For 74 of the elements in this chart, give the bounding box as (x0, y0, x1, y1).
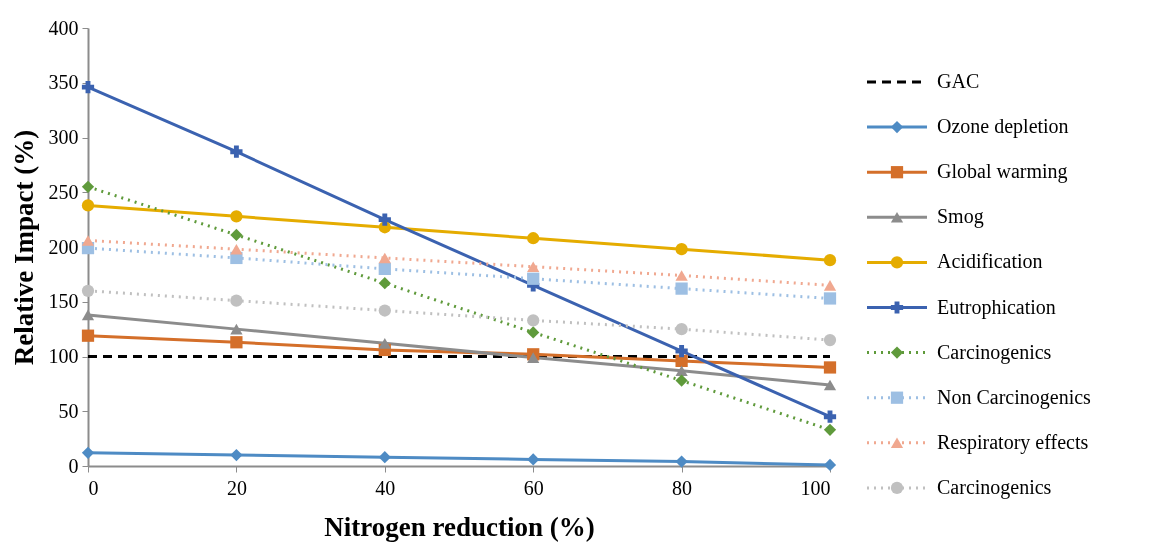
point (823, 423, 837, 436)
y-axis-title: Relative Impact (%) (8, 129, 39, 366)
point (675, 344, 688, 358)
x-tick-label: 20 (226, 476, 247, 499)
legend-label: Ozone depletion (937, 115, 1069, 139)
y-tick-label: 200 (48, 235, 79, 258)
point (230, 243, 243, 255)
point (675, 270, 688, 281)
point (823, 410, 837, 423)
point (230, 210, 243, 223)
legend-label: GAC (937, 70, 980, 92)
point (230, 336, 243, 349)
x-axis-title: Nitrogen reduction (%) (324, 511, 595, 542)
y-tick-label: 300 (48, 126, 79, 148)
point (527, 232, 540, 245)
point (81, 199, 95, 212)
point (378, 304, 391, 317)
point (378, 262, 391, 276)
point (823, 333, 837, 347)
legend-label: Respiratory effects (937, 430, 1089, 454)
point (527, 326, 540, 339)
point (81, 81, 95, 94)
y-tick-label: 400 (48, 16, 79, 39)
point (675, 323, 688, 336)
y-tick-label: 50 (58, 399, 79, 422)
point (527, 261, 540, 273)
x-tick-label: 100 (800, 476, 831, 499)
point (81, 284, 95, 297)
point (230, 145, 243, 158)
point (81, 180, 95, 193)
point (527, 352, 540, 363)
y-tick-label: 350 (48, 71, 79, 94)
point (378, 451, 391, 464)
x-tick-label: 80 (672, 476, 693, 499)
point (230, 448, 243, 462)
point (230, 323, 243, 335)
point (527, 272, 540, 285)
point (675, 282, 688, 295)
y-tick-label: 150 (48, 290, 79, 313)
point (675, 243, 688, 256)
point (81, 329, 95, 342)
point (230, 294, 243, 307)
point (378, 213, 391, 226)
legend-label: Non Carcinogenics (937, 385, 1092, 409)
x-tick-label: 60 (523, 476, 544, 499)
point (527, 314, 540, 327)
point (230, 228, 243, 242)
point (823, 458, 837, 472)
x-tick-label: 40 (375, 476, 396, 499)
y-tick-label: 100 (48, 345, 79, 367)
point (675, 374, 688, 387)
point (675, 354, 688, 367)
point (81, 446, 95, 459)
y-tick-label: 250 (48, 180, 79, 203)
x-tick-label: 0 (88, 476, 99, 499)
point (675, 365, 688, 377)
legend-label: Carcinogenics (937, 340, 1052, 364)
point (823, 361, 837, 374)
legend-label: Acidification (937, 250, 1043, 273)
point (378, 338, 391, 349)
point (378, 277, 391, 290)
point (675, 455, 688, 468)
point (823, 292, 837, 305)
point (823, 379, 837, 391)
point (823, 280, 837, 291)
legend-label: Global warming (937, 160, 1068, 184)
point (823, 254, 837, 267)
legend-label: Smog (937, 205, 984, 229)
point (81, 309, 95, 321)
legend-label: Carcinogenics (937, 475, 1052, 499)
point (81, 235, 95, 246)
legend-label: Eutrophication (937, 295, 1056, 319)
point (378, 252, 391, 264)
y-tick-label: 0 (68, 454, 79, 477)
